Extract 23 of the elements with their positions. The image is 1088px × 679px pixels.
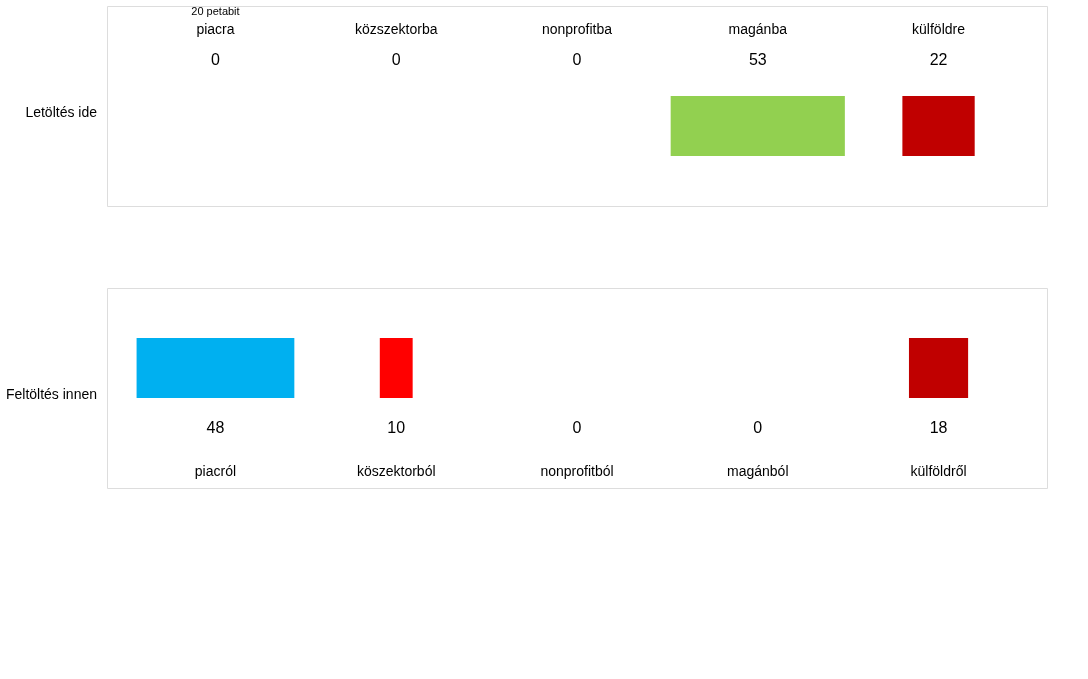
category-label: magánból bbox=[727, 463, 789, 479]
data-label: 0 bbox=[572, 51, 582, 68]
data-label: 53 bbox=[748, 51, 767, 68]
data-label: 0 bbox=[572, 419, 582, 436]
category-label: piacra bbox=[196, 21, 235, 37]
category-label: külföldre bbox=[912, 21, 966, 37]
data-label: 0 bbox=[391, 51, 401, 68]
data-label: 18 bbox=[929, 419, 948, 436]
text: Letöltés ide bbox=[25, 104, 98, 120]
category-label: nonprofitba bbox=[541, 21, 613, 37]
data-label: 48 bbox=[206, 419, 225, 436]
category-label: nonprofitból bbox=[540, 463, 614, 479]
text: Feltöltés innen bbox=[5, 386, 98, 402]
category-label: magánba bbox=[728, 21, 788, 37]
category-label: közszektorba bbox=[354, 21, 438, 37]
category-label: külföldről bbox=[910, 463, 967, 479]
data-label: 0 bbox=[753, 419, 763, 436]
data-label: 0 bbox=[211, 51, 221, 68]
text: 20 petabit bbox=[191, 5, 240, 17]
data-label: 22 bbox=[929, 51, 948, 68]
data-label: 10 bbox=[387, 419, 406, 436]
category-label: piacról bbox=[194, 463, 237, 479]
category-label: köszektorból bbox=[356, 463, 436, 479]
